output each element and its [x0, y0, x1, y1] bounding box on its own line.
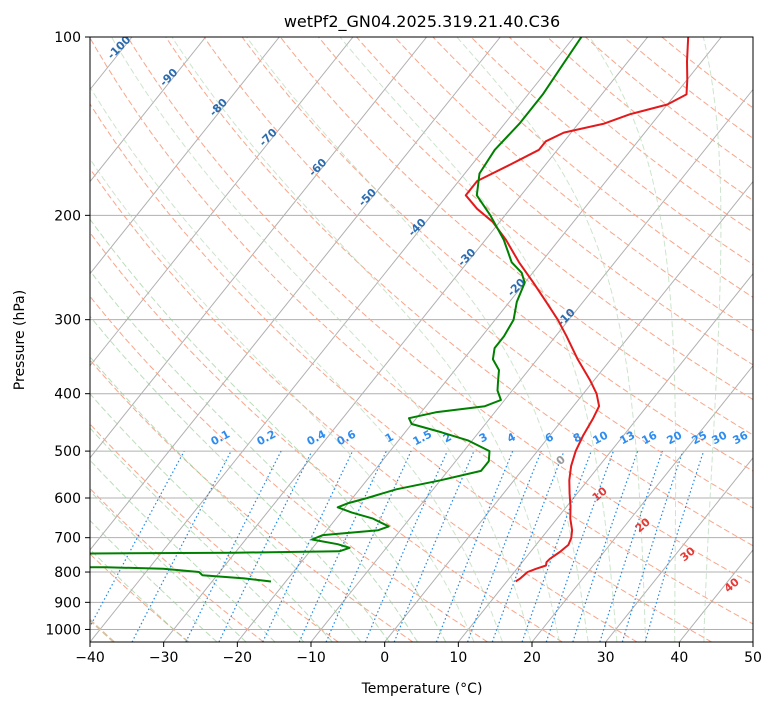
moist-adiabat-line — [171, 37, 560, 642]
chart-title: wetPf2_GN04.2025.319.21.40.C36 — [284, 12, 560, 32]
mixing-ratio-line — [545, 450, 614, 642]
x-axis-label: Temperature (°C) — [361, 681, 483, 697]
isotherm-line — [531, 364, 753, 642]
profile-lines — [90, 37, 690, 583]
moist-adiabat-line — [90, 218, 447, 642]
mixing-ratio-line — [435, 450, 514, 642]
mixing-ratio-label: 25 — [690, 429, 710, 448]
temperature-profile-line — [464, 37, 690, 583]
mixing-ratio-line — [466, 450, 542, 642]
x-tick-label: 20 — [523, 650, 541, 666]
mixing-ratio-line — [325, 450, 412, 642]
mixing-ratio-label: 36 — [731, 428, 751, 447]
mixing-ratio-label: 30 — [710, 428, 730, 447]
y-tick-label: 400 — [54, 387, 81, 403]
plot-frame — [89, 36, 754, 643]
isotherm-line — [90, 37, 207, 183]
x-axis: −40 −30 −20 −10 0 10 20 30 40 50 — [75, 642, 762, 666]
y-tick-label: 300 — [54, 313, 81, 329]
mixing-ratio-line — [393, 450, 475, 642]
moist-adiabat-line — [111, 37, 532, 642]
mixing-ratio-line — [572, 450, 639, 642]
background-lines — [90, 37, 753, 642]
mixing-ratio-line — [521, 450, 592, 642]
mixing-ratio-line — [185, 450, 282, 642]
isotherm-line — [457, 272, 753, 642]
moist-adiabat-line — [90, 270, 419, 642]
dry-adiabat-line — [90, 231, 563, 642]
y-axis: 100 200 300 400 500 600 700 800 900 1000 — [45, 30, 90, 638]
x-tick-label: 0 — [380, 650, 389, 666]
isotherm-line — [384, 180, 753, 642]
y-tick-label: 900 — [54, 595, 81, 611]
y-tick-label: 100 — [54, 30, 81, 46]
x-tick-label: −10 — [296, 650, 326, 666]
mixing-ratio-line — [621, 450, 684, 642]
isotherm-line — [605, 457, 753, 642]
moist-adiabat-line — [90, 86, 503, 642]
isotherm-line — [90, 37, 428, 459]
dry-adiabat-line — [90, 487, 264, 642]
x-tick-label: −20 — [223, 650, 253, 666]
moist-adiabat-line — [246, 37, 589, 642]
mixing-ratio-label: 13 — [618, 429, 638, 448]
moist-adiabat-line — [90, 158, 475, 642]
moist-adiabat-line — [90, 356, 362, 642]
isotherm-line — [163, 37, 649, 642]
dry-adiabat-line — [241, 37, 753, 472]
mixing-ratio-label: 16 — [640, 428, 660, 447]
mixing-ratio-line — [90, 450, 185, 628]
moist-adiabat-line — [339, 37, 618, 642]
y-tick-label: 600 — [54, 491, 81, 507]
moist-adiabat-line — [90, 393, 333, 642]
mixing-ratio-label: 10 — [591, 428, 611, 447]
dry-adiabat-line — [203, 37, 753, 509]
dry-adiabat-line — [356, 37, 753, 366]
moist-adiabat-line — [456, 37, 647, 642]
mixing-ratio-label: 20 — [665, 428, 685, 447]
x-tick-label: 40 — [670, 650, 688, 666]
isotherm-line — [90, 37, 354, 367]
y-tick-label: 1000 — [45, 622, 81, 638]
dry-adiabat-line — [90, 167, 638, 642]
dry-adiabat-line — [432, 37, 753, 298]
moist-adiabat-line — [90, 427, 305, 642]
y-tick-label: 700 — [54, 531, 81, 547]
y-axis-label: Pressure (hPa) — [12, 290, 28, 390]
x-tick-label: −40 — [75, 650, 105, 666]
isotherm-line — [90, 37, 280, 275]
isotherm-line — [90, 37, 501, 551]
dry-adiabat-line — [165, 37, 753, 547]
dry-adiabat-line — [90, 103, 712, 642]
x-tick-label: −30 — [149, 650, 179, 666]
dry-adiabat-line — [90, 359, 414, 642]
moist-adiabat-line — [90, 459, 276, 642]
x-tick-label: 30 — [597, 650, 615, 666]
dry-adiabat-line — [127, 37, 753, 586]
y-tick-label: 800 — [54, 565, 81, 581]
mixing-ratio-line — [364, 450, 448, 642]
moist-adiabat-line — [589, 37, 677, 642]
dry-adiabat-line — [279, 37, 753, 436]
dewpoint-profile-line — [90, 37, 583, 583]
dry-adiabat-line — [90, 553, 190, 642]
x-tick-label: 10 — [449, 650, 467, 666]
y-tick-label: 200 — [54, 208, 81, 224]
moist-adiabat-line — [702, 37, 722, 642]
dry-adiabat-line — [90, 37, 753, 625]
x-tick-label: 50 — [744, 650, 762, 666]
y-tick-label: 500 — [54, 444, 81, 460]
mixing-ratio-line — [599, 450, 663, 642]
mixing-ratio-line — [644, 450, 705, 642]
moist-adiabat-line — [90, 315, 390, 642]
mixing-ratio-line — [491, 450, 565, 642]
